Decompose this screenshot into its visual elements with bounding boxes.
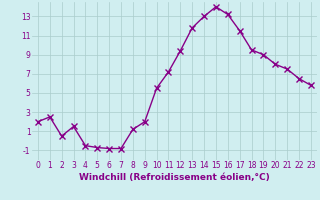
X-axis label: Windchill (Refroidissement éolien,°C): Windchill (Refroidissement éolien,°C) [79, 173, 270, 182]
